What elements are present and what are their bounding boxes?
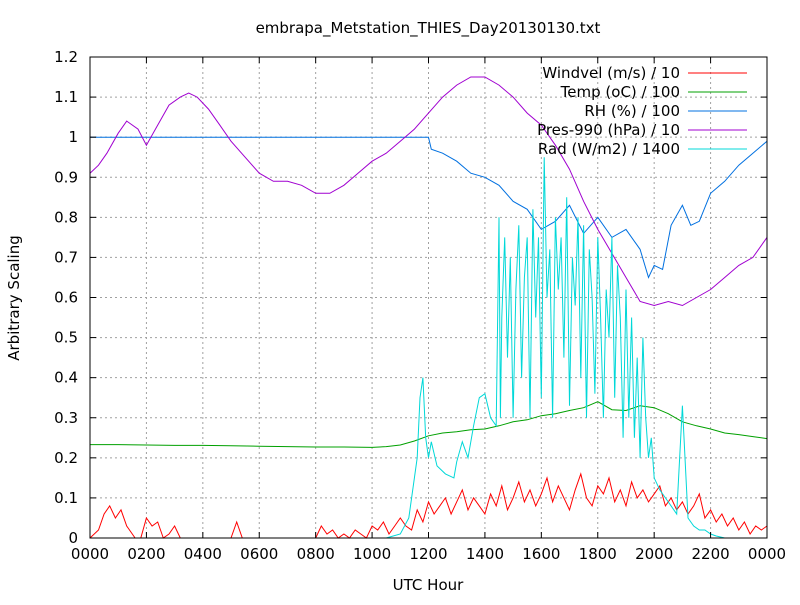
x-axis-title: UTC Hour <box>393 576 464 594</box>
y-tick-label: 0 <box>68 529 78 547</box>
x-tick-label: 1600 <box>522 545 560 563</box>
ticks: 0000 0200 0400 0600 0800 1000 1200 1400 1600 1800… <box>54 48 786 563</box>
y-axis-title: Arbitrary Scaling <box>5 235 23 361</box>
x-tick-label: 1000 <box>353 545 391 563</box>
y-tick-label: 0.3 <box>54 409 78 427</box>
series-line-3 <box>90 136 768 279</box>
x-tick-label: 0600 <box>240 545 278 563</box>
series-line-5 <box>90 157 767 539</box>
y-tick-label: 0.1 <box>54 489 78 507</box>
chart-title: embrapa_Metstation_THIES_Day20130130.txt <box>256 19 601 38</box>
y-tick-label: 1.2 <box>54 48 78 66</box>
y-tick-label: 0.9 <box>54 168 78 186</box>
x-tick-label: 1800 <box>579 545 617 563</box>
x-tick-label: 0800 <box>297 545 335 563</box>
x-tick-label: 0000 <box>748 545 786 563</box>
series-line-2 <box>90 401 768 448</box>
x-tick-label: 2000 <box>635 545 673 563</box>
x-tick-label: 0000 <box>71 545 109 563</box>
x-tick-label: 1200 <box>409 545 447 563</box>
x-tick-label: 1400 <box>466 545 504 563</box>
y-tick-label: 0.6 <box>54 289 78 307</box>
x-tick-label: 2200 <box>691 545 729 563</box>
y-tick-label: 0.7 <box>54 248 78 266</box>
legend-label-2: Temp (oC) / 100 <box>560 83 680 101</box>
legend-label-4: Pres-990 (hPa) / 10 <box>537 121 680 139</box>
y-tick-label: 1.1 <box>54 88 78 106</box>
legend-label-1: Windvel (m/s) / 10 <box>542 64 680 82</box>
x-tick-label: 0400 <box>184 545 222 563</box>
x-tick-label: 0200 <box>127 545 165 563</box>
series-line-4 <box>89 76 768 307</box>
y-tick-label: 0.8 <box>54 208 78 226</box>
y-tick-label: 1 <box>68 128 78 146</box>
y-tick-label: 0.2 <box>54 449 78 467</box>
legend-label-5: Rad (W/m2) / 1400 <box>538 140 680 158</box>
legend-label-3: RH (%) / 100 <box>584 102 680 120</box>
y-tick-label: 0.4 <box>54 369 78 387</box>
y-tick-label: 0.5 <box>54 329 78 347</box>
